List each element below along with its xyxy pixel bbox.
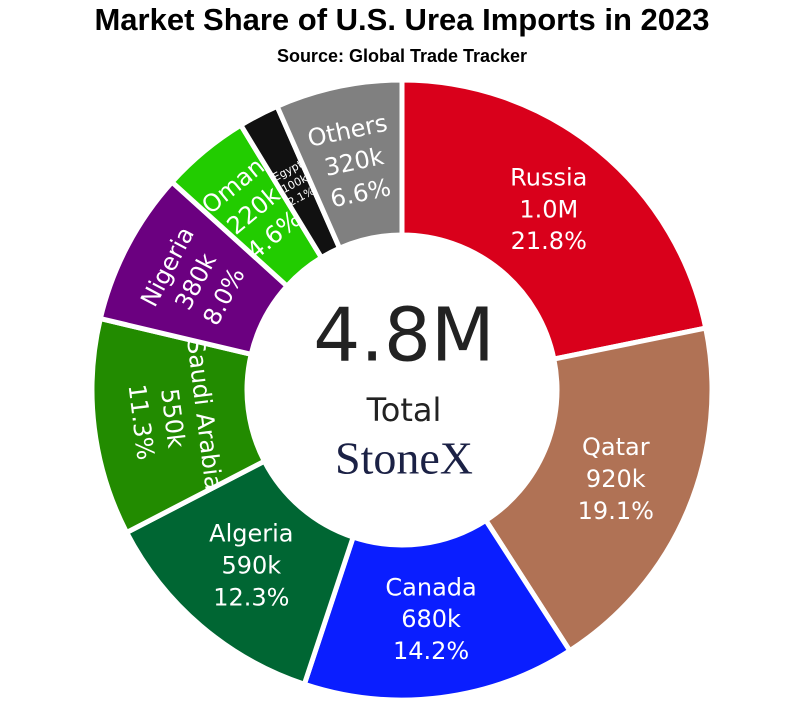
- category-label: Russia: [510, 163, 587, 191]
- slice: [301, 516, 574, 703]
- slice-label: Canada 680k 14.2%: [385, 573, 476, 665]
- amount-label: 590k: [221, 551, 281, 579]
- category-label: Canada: [385, 573, 476, 601]
- amount-label: 920k: [586, 465, 646, 493]
- category-label: Algeria: [209, 519, 293, 547]
- slice: [399, 77, 709, 362]
- chart-subtitle: Source: Global Trade Tracker: [277, 46, 527, 66]
- slice: [482, 325, 715, 655]
- slice: [123, 457, 357, 688]
- slice-label: Qatar 920k 19.1%: [578, 433, 654, 525]
- total-value: 4.8M: [313, 293, 495, 379]
- slice-label: Algeria 590k 12.3%: [209, 519, 293, 611]
- amount-label: 1.0M: [519, 195, 578, 223]
- percent-label: 19.1%: [578, 497, 654, 525]
- slice: [273, 77, 405, 252]
- slice: [89, 315, 268, 536]
- slice-label: Russia 1.0M 21.8%: [510, 163, 587, 255]
- percent-label: 14.2%: [393, 637, 469, 665]
- chart-title: Market Share of U.S. Urea Imports in 202…: [94, 2, 709, 37]
- logo: StoneX: [335, 433, 473, 484]
- percent-label: 21.8%: [511, 227, 587, 255]
- total-caption: Total: [366, 391, 442, 429]
- slices: Russia 1.0M 21.8% Qatar 920k 19.1% Canada 680k 1…: [89, 77, 715, 703]
- amount-label: 680k: [401, 605, 461, 633]
- category-label: Qatar: [582, 433, 650, 461]
- percent-label: 12.3%: [213, 583, 289, 611]
